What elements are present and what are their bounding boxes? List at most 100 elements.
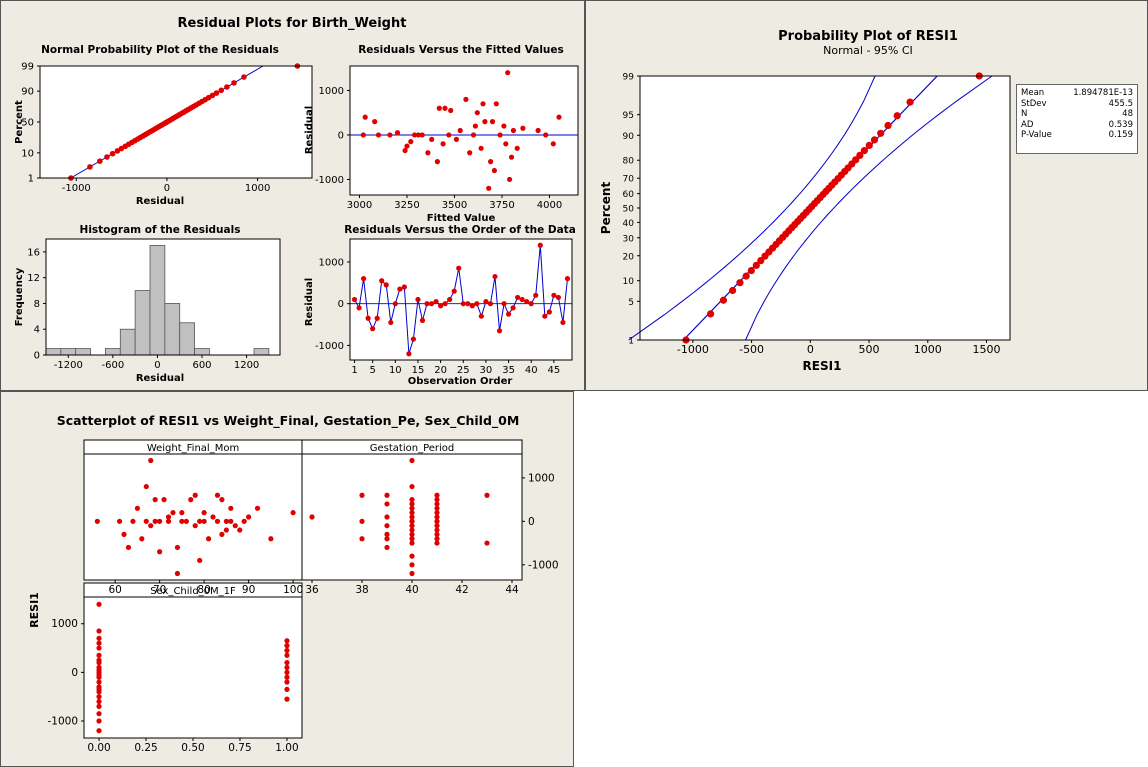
scatter_weight-point [152, 497, 158, 503]
hist-bar [75, 348, 91, 356]
order-point [515, 294, 521, 301]
prob-point [729, 286, 737, 295]
scatter_gestation-point [384, 536, 390, 542]
scatter_sex-xtick-label: 0.75 [228, 742, 251, 754]
hist-xtick-label: 0 [154, 360, 160, 371]
prob-point [877, 129, 885, 137]
scatter_sex-point [96, 640, 102, 646]
scatter_gestation-point [359, 492, 365, 498]
fitted-point [505, 70, 511, 76]
npp-point [224, 84, 230, 90]
scatter_sex-ytick-label: -1000 [47, 715, 78, 727]
hist-ylabel: Frequency [14, 267, 25, 326]
npp-ytick-label: 90 [21, 87, 34, 98]
hist-xtick-label: 600 [192, 360, 211, 371]
scatter_sex-point [96, 689, 102, 695]
fitted-plot-area [350, 66, 578, 195]
scatter_weight-point [192, 492, 198, 498]
fitted-point [408, 139, 414, 145]
scatter_gestation-point [409, 510, 415, 516]
fitted-point [474, 110, 480, 116]
prob-xlabel: RESI1 [803, 359, 842, 373]
fitted-point [503, 141, 509, 147]
scatter_sex-point [96, 728, 102, 734]
scatter_gestation-point [434, 505, 440, 511]
scatter_gestation-point [409, 518, 415, 524]
scatter_gestation-point [434, 492, 440, 498]
scatter_gestation-xtick-label: 44 [505, 584, 519, 596]
scatter_gestation-point [409, 497, 415, 503]
stat-row-ad: AD 0.539 [1021, 120, 1133, 131]
scatter_weight-header-label: Weight_Final_Mom [147, 443, 239, 454]
order-point [505, 311, 512, 317]
fitted-point [436, 105, 442, 111]
fitted-point [480, 101, 486, 107]
order-point [555, 294, 562, 301]
order-point [483, 298, 489, 305]
scatter_weight-point [157, 549, 163, 555]
scatter_sex-point [284, 660, 290, 666]
scatter_weight-point [174, 544, 181, 551]
stat-label-mean: Mean [1021, 88, 1045, 98]
prob-ci-upper-band [628, 75, 876, 341]
scatter_gestation-point [409, 562, 415, 568]
prob-xtick-label: 0 [807, 343, 814, 356]
order-point [397, 286, 403, 292]
order-point [560, 319, 566, 326]
prob-xtick-label: 1500 [973, 343, 1001, 356]
fitted-point [550, 141, 556, 147]
scatter_gestation-point [484, 492, 490, 498]
prob-xtick-label: -500 [739, 343, 764, 356]
stat-value-n: 48 [1122, 109, 1133, 119]
hist-bar [119, 328, 136, 356]
npp-ytick-label: 1 [28, 174, 34, 185]
scatter_weight-point [116, 518, 123, 524]
prob-ytick-label: 80 [623, 157, 635, 167]
fitted-xtick-label: 4000 [537, 200, 562, 211]
prob-xtick-label: 500 [859, 343, 880, 356]
prob-ci-lower-band [745, 75, 993, 341]
fitted-point [372, 119, 378, 125]
prob-ytick-label: 60 [623, 190, 635, 200]
prob-point [719, 296, 728, 304]
fitted-point [489, 119, 496, 125]
order-ylabel: Residual [304, 278, 315, 326]
fitted-point [470, 132, 477, 138]
fitted-point [442, 105, 448, 111]
scatter_weight-point [188, 497, 194, 503]
prob-point [752, 261, 760, 269]
fitted-point [446, 132, 452, 138]
scatter_sex-point [284, 669, 290, 675]
scatter_gestation-point [409, 505, 415, 511]
scatter_gestation-header-label: Gestation_Period [370, 443, 455, 454]
order-point [451, 288, 457, 294]
prob-ylabel: Percent [599, 182, 613, 235]
stat-label-ad: AD [1021, 119, 1034, 130]
fitted-title: Residuals Versus the Fitted Values [358, 44, 564, 56]
fitted-point [412, 132, 418, 138]
prob-point [856, 151, 864, 160]
scatter_gestation-point [409, 523, 415, 529]
scatter_sex-point [96, 718, 102, 724]
order-point [469, 303, 475, 309]
order-point [438, 303, 444, 309]
scatter_sex-point [284, 638, 290, 644]
order-point [533, 292, 539, 298]
scatter_weight-point [152, 518, 158, 524]
fitted-point [467, 150, 473, 156]
fitted-point [501, 123, 507, 129]
scatter_sex-point [96, 657, 102, 663]
hist-bar [253, 348, 270, 356]
fitted-point [508, 154, 515, 160]
scatter_weight-point [148, 523, 154, 529]
npp-plot-area [40, 66, 312, 178]
order-point [456, 265, 462, 271]
scatter_sex-xtick-label: 0.00 [87, 742, 110, 754]
prob-ytick-label: 70 [623, 175, 635, 185]
scatter_gestation-point [409, 536, 415, 542]
scatter_sex-point [96, 645, 102, 651]
npp-xtick-label: -1000 [62, 183, 91, 194]
fitted-point [488, 159, 494, 165]
fitted-point [440, 141, 446, 147]
order-point [379, 278, 385, 284]
